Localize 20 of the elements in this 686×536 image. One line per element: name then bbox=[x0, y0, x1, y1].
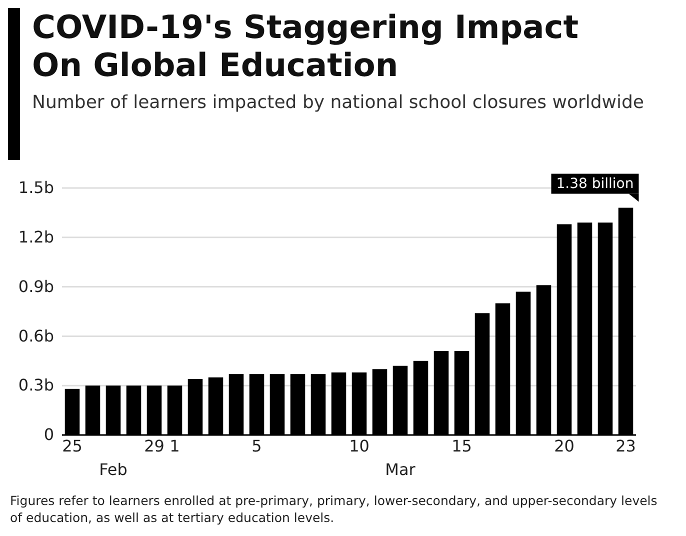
y-tick-label: 1.2b bbox=[18, 228, 54, 247]
y-tick-label: 1.5b bbox=[18, 178, 54, 198]
text: Mar bbox=[385, 460, 416, 479]
x-tick-label: 10 bbox=[349, 436, 370, 456]
x-tick-label: 5 bbox=[252, 436, 262, 456]
chart-title: COVID-19's Staggering Impact On Global Education bbox=[32, 8, 578, 84]
y-tick-label: 0 bbox=[44, 425, 54, 444]
y-tick-label: 0.9b bbox=[18, 276, 54, 296]
annotation: 1.38 billion bbox=[556, 176, 634, 192]
chart-subtitle: Number of learners impacted by national school closures worldwide bbox=[32, 92, 644, 113]
x-tick-label: 15 bbox=[452, 436, 472, 456]
y-tick-label: 0.6b bbox=[18, 326, 54, 346]
x-tick-label: 25 bbox=[62, 436, 82, 456]
x-tick-label: 29 bbox=[144, 436, 164, 456]
x-tick-label: 1 bbox=[170, 436, 180, 456]
y-tick-label: 0.3b bbox=[18, 376, 54, 395]
x-tick-label: 23 bbox=[616, 436, 636, 456]
text: Figures refer to learners enrolled at pre-primary, primary, lower-secondary, and upper-secondary levels of education, as well as at tertiary education levels. bbox=[10, 493, 658, 525]
x-tick-label: 20 bbox=[554, 436, 574, 456]
text: Feb bbox=[99, 460, 128, 479]
